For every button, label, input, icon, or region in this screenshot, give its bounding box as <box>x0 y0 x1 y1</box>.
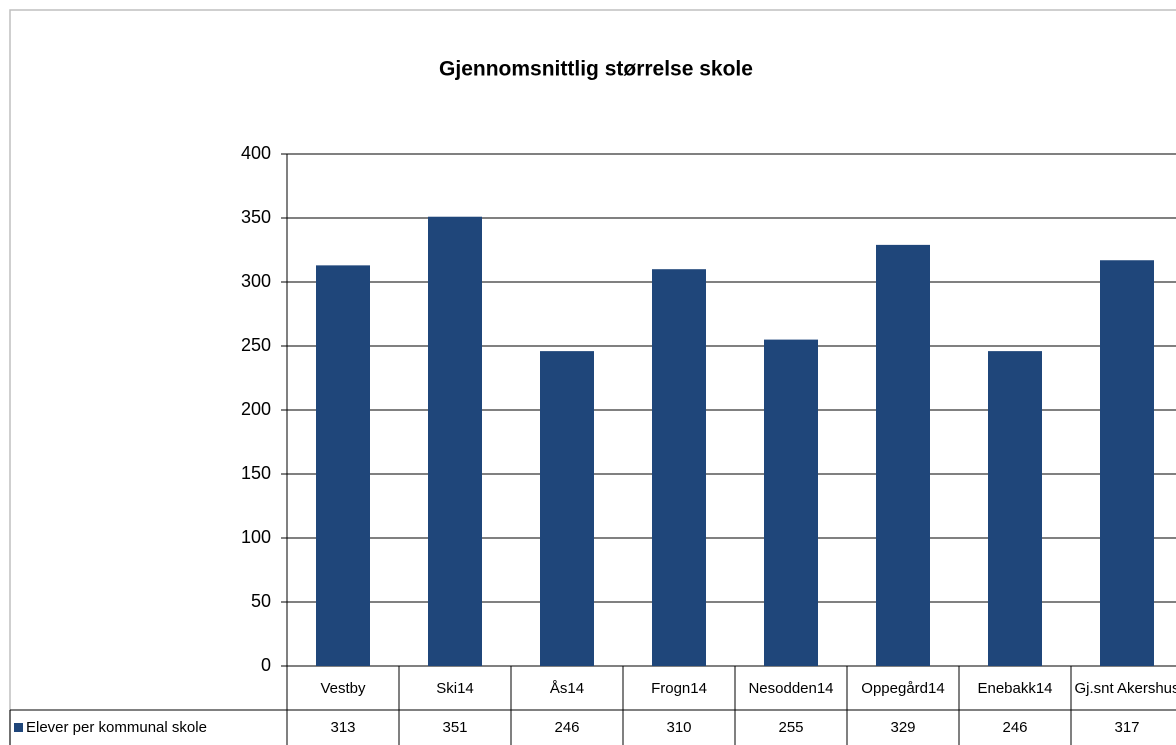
x-tick-label: Enebakk14 <box>977 679 1053 697</box>
bar <box>764 339 818 666</box>
bar <box>428 216 482 666</box>
y-tick-label: 400 <box>241 143 271 163</box>
bar <box>540 351 594 666</box>
bar <box>652 269 706 666</box>
legend-label: Elever per kommunal skole <box>26 719 207 736</box>
x-tick-label: Vestby <box>320 679 366 697</box>
bar <box>316 265 370 666</box>
y-tick-label: 100 <box>241 527 271 547</box>
y-tick-label: 200 <box>241 399 271 419</box>
x-tick-label: Gj.snt Akershus <box>1074 679 1176 697</box>
x-tick-label: Ås14 <box>549 679 585 697</box>
bar <box>876 244 930 666</box>
y-tick-label: 350 <box>241 207 271 227</box>
y-tick-label: 50 <box>251 591 271 611</box>
x-tick-label: Frogn14 <box>651 679 707 697</box>
chart-border <box>9 9 1176 745</box>
table-value: 310 <box>666 719 692 736</box>
chart-title: Gjennomsnittlig størrelse skole <box>439 58 753 81</box>
table-value: 317 <box>1114 719 1140 736</box>
bar <box>1100 260 1154 666</box>
table-value: 329 <box>890 719 916 736</box>
y-tick-label: 300 <box>241 271 271 291</box>
table-value: 313 <box>330 719 356 736</box>
x-tick-label: Oppegård14 <box>861 679 945 697</box>
table-value: 246 <box>554 719 580 736</box>
y-tick-label: 150 <box>241 463 271 483</box>
legend-swatch <box>14 723 23 732</box>
x-tick-label: Nesodden14 <box>748 679 834 697</box>
table-value: 246 <box>1002 719 1028 736</box>
x-tick-label: Ski14 <box>436 679 474 697</box>
y-tick-label: 0 <box>261 655 271 675</box>
y-tick-label: 250 <box>241 335 271 355</box>
legend-entry: Elever per kommunal skole <box>12 710 285 745</box>
table-value: 255 <box>778 719 804 736</box>
bar <box>988 351 1042 666</box>
table-value: 351 <box>442 719 468 736</box>
